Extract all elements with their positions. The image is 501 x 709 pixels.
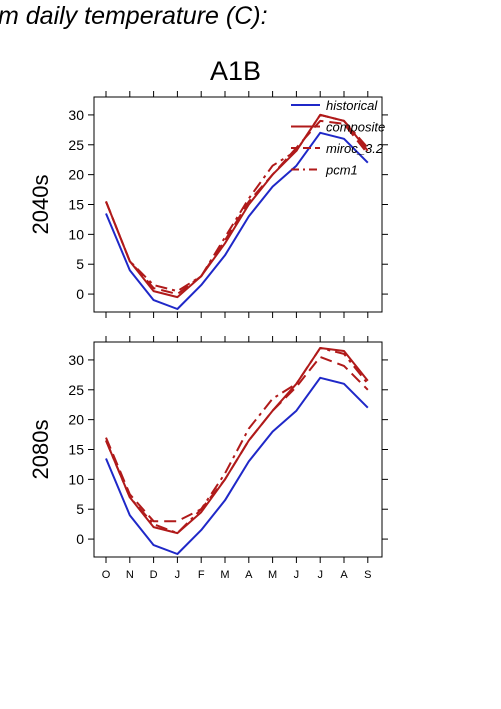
x-tick-label: F	[198, 569, 205, 581]
y-tick-label: 5	[76, 256, 84, 272]
x-tick-label: M	[220, 569, 229, 581]
y-tick-label: 25	[68, 137, 84, 153]
y-tick-label: 30	[68, 352, 84, 368]
y-tick-label: 5	[76, 501, 84, 517]
y-tick-label: 30	[68, 107, 84, 123]
x-tick-label: A	[245, 569, 253, 581]
x-tick-label: J	[294, 569, 300, 581]
series-line-miroc-3-2	[105, 355, 369, 523]
series-line-composite	[105, 347, 369, 535]
legend-label: miroc_3.2	[326, 141, 384, 156]
series-line-historical	[105, 131, 369, 310]
chart-heading: m daily temperature (C):	[0, 2, 268, 30]
row-label: 2080s	[28, 420, 53, 480]
panel-2040s: 0 5 10 15 20 25 30 2040s	[28, 91, 388, 318]
y-tick-label: 0	[76, 531, 84, 547]
y-tick-label: 20	[68, 167, 84, 183]
legend: historical composite miroc_3.2 pcm1	[291, 98, 385, 178]
legend-label: historical	[326, 98, 378, 113]
y-tick-label: 0	[76, 286, 84, 302]
x-tick-label: S	[364, 569, 371, 581]
panel-2080s: 0 5 10 15 20 25 30 O N D J F M A M J J A S 2080s	[28, 336, 388, 581]
legend-label: composite	[326, 120, 385, 135]
y-tick-label: 10	[68, 471, 84, 487]
x-tick-label: O	[102, 569, 111, 581]
x-tick-label: A	[340, 569, 348, 581]
x-tick-label: N	[126, 569, 134, 581]
x-tick-label: J	[175, 569, 181, 581]
row-label: 2040s	[28, 175, 53, 235]
x-tick-label: J	[317, 569, 323, 581]
scenario-title: A1B	[210, 56, 262, 86]
series-line-pcm1	[105, 347, 369, 535]
series-line-pcm1	[105, 113, 369, 293]
x-tick-label: D	[150, 569, 158, 581]
y-tick-label: 20	[68, 412, 84, 428]
legend-label: pcm1	[325, 163, 358, 178]
series-line-historical	[105, 376, 369, 555]
y-tick-label: 25	[68, 382, 84, 398]
y-tick-label: 15	[68, 442, 84, 458]
y-tick-label: 10	[68, 226, 84, 242]
series-line-miroc-3-2	[105, 119, 369, 296]
x-tick-label: M	[268, 569, 277, 581]
y-tick-label: 15	[68, 197, 84, 213]
